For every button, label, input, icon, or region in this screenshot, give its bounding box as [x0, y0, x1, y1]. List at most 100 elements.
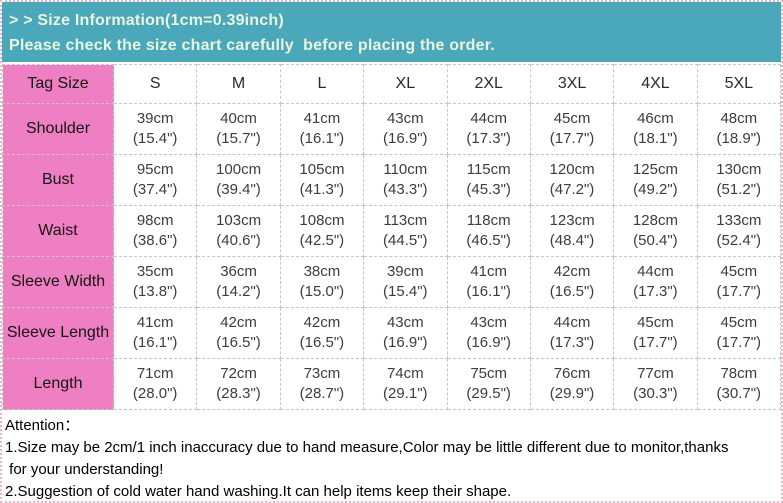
measurement-cell: 48cm (18.9") — [696, 103, 781, 155]
value-cm: 72cm — [220, 365, 257, 382]
measurement-cell: 45cm (17.7") — [696, 256, 781, 308]
info-banner: > > Size Information(1cm=0.39inch) Pleas… — [2, 2, 781, 62]
table-row: Length 71cm (28.0") 72cm (28.3") 73cm (28.7") 7… — [2, 358, 781, 410]
value-inch: (28.3") — [216, 385, 261, 402]
table-header: Tag Size S M L XL 2XL 3XL 4XL 5XL — [2, 64, 781, 104]
value-cm: 43cm — [386, 314, 424, 331]
value-cm: 36cm — [220, 263, 257, 280]
value-inch: (29.1") — [383, 385, 428, 402]
measurement-cell: 71cm (28.0") — [112, 358, 198, 410]
measurement-cell: 44cm (17.3") — [613, 256, 698, 308]
value-inch: (17.7") — [633, 334, 678, 351]
measurement-cell: 42cm (16.5") — [529, 256, 615, 308]
value-inch: (40.6") — [216, 232, 261, 249]
value-inch: (13.8") — [132, 283, 178, 300]
measurement-cell: 75cm (29.5") — [446, 358, 531, 410]
value-cm: 120cm — [549, 161, 595, 178]
measurement-cell: 130cm (51.2") — [696, 154, 781, 206]
value-inch: (47.2") — [549, 181, 595, 198]
value-inch: (41.3") — [299, 181, 345, 198]
measurement-cell: 40cm (15.7") — [196, 103, 281, 155]
value-inch: (17.3") — [633, 283, 678, 300]
value-cm: 77cm — [637, 365, 674, 382]
value-inch: (29.9") — [549, 385, 595, 402]
value-cm: 125cm — [632, 161, 678, 178]
measurement-cell: 95cm (37.4") — [112, 154, 198, 206]
value-inch: (16.1") — [466, 283, 511, 300]
value-cm: 110cm — [383, 161, 428, 178]
measurement-cell: 72cm (28.3") — [196, 358, 281, 410]
value-inch: (18.9") — [716, 130, 762, 147]
value-cm: 48cm — [720, 110, 758, 127]
notes-line-3: 2.Suggestion of cold water hand washing.… — [5, 483, 512, 500]
table-row: Bust 95cm (37.4") 100cm (39.4") 105cm (41.3") 1… — [2, 154, 781, 206]
table-row: Sleeve Length 41cm (16.1") 42cm (16.5") 42cm (… — [2, 307, 781, 359]
measurement-cell: 44cm (17.3") — [529, 307, 615, 359]
measurement-cell: 35cm (13.8") — [112, 256, 198, 308]
measurement-cell: 38cm (15.0") — [279, 256, 365, 308]
value-cm: 105cm — [299, 161, 345, 178]
column-header-5xl: 5XL — [696, 64, 781, 104]
measurement-cell: 36cm (14.2") — [196, 256, 281, 308]
value-cm: 74cm — [386, 365, 424, 382]
measurement-cell: 43cm (16.9") — [363, 307, 448, 359]
value-inch: (50.4") — [633, 232, 678, 249]
value-cm: 130cm — [716, 161, 762, 178]
value-inch: (44.5") — [383, 232, 428, 249]
value-cm: 39cm — [386, 263, 424, 280]
value-cm: 40cm — [220, 110, 257, 127]
measurement-cell: 120cm (47.2") — [529, 154, 615, 206]
value-inch: (16.9") — [466, 334, 511, 351]
row-label: Length — [2, 358, 114, 410]
value-inch: (38.6") — [132, 232, 178, 249]
value-inch: (16.9") — [383, 130, 428, 147]
banner-title: > > Size Information(1cm=0.39inch) — [9, 12, 284, 29]
column-header-2xl: 2XL — [446, 64, 531, 104]
value-inch: (28.0") — [132, 385, 178, 402]
value-inch: (14.2") — [216, 283, 261, 300]
measurement-cell: 45cm (17.7") — [696, 307, 781, 359]
measurement-cell: 78cm (30.7") — [696, 358, 781, 410]
value-inch: (43.3") — [383, 181, 428, 198]
measurement-cell: 113cm (44.5") — [363, 205, 448, 257]
value-inch: (30.7") — [716, 385, 762, 402]
value-inch: (16.9") — [383, 334, 428, 351]
value-inch: (15.7") — [216, 130, 261, 147]
banner-subtitle: Please check the size chart carefully be… — [9, 37, 495, 54]
value-inch: (30.3") — [633, 385, 678, 402]
value-inch: (16.5") — [549, 283, 595, 300]
value-cm: 44cm — [553, 314, 591, 331]
value-cm: 78cm — [720, 365, 758, 382]
column-header-4xl: 4XL — [613, 64, 698, 104]
value-cm: 115cm — [466, 161, 511, 178]
value-inch: (17.3") — [466, 130, 511, 147]
value-inch: (52.4") — [716, 232, 762, 249]
column-header-l: L — [279, 64, 365, 104]
measurement-cell: 74cm (29.1") — [363, 358, 448, 410]
value-cm: 41cm — [470, 263, 508, 280]
value-cm: 45cm — [637, 314, 674, 331]
value-cm: 98cm — [136, 212, 174, 229]
column-header-3xl: 3XL — [529, 64, 615, 104]
measurement-cell: 41cm (16.1") — [279, 103, 365, 155]
value-inch: (17.3") — [549, 334, 595, 351]
measurement-cell: 100cm (39.4") — [196, 154, 281, 206]
value-cm: 73cm — [303, 365, 341, 382]
measurement-cell: 123cm (48.4") — [529, 205, 615, 257]
attention-notes: Attention： 1.Size may be 2cm/1 inch inac… — [2, 410, 781, 501]
value-inch: (16.5") — [216, 334, 261, 351]
size-table: Tag Size S M L XL 2XL 3XL 4XL 5XL Should… — [2, 64, 781, 410]
measurement-cell: 39cm (15.4") — [363, 256, 448, 308]
row-label: Sleeve Width — [2, 256, 114, 308]
measurement-cell: 45cm (17.7") — [613, 307, 698, 359]
column-header-m: M — [196, 64, 281, 104]
value-cm: 118cm — [466, 212, 511, 229]
measurement-cell: 42cm (16.5") — [279, 307, 365, 359]
value-cm: 41cm — [303, 110, 341, 127]
value-cm: 42cm — [220, 314, 257, 331]
measurement-cell: 98cm (38.6") — [112, 205, 198, 257]
value-cm: 71cm — [136, 365, 174, 382]
value-inch: (16.1") — [299, 130, 345, 147]
measurement-cell: 105cm (41.3") — [279, 154, 365, 206]
value-inch: (49.2") — [633, 181, 678, 198]
